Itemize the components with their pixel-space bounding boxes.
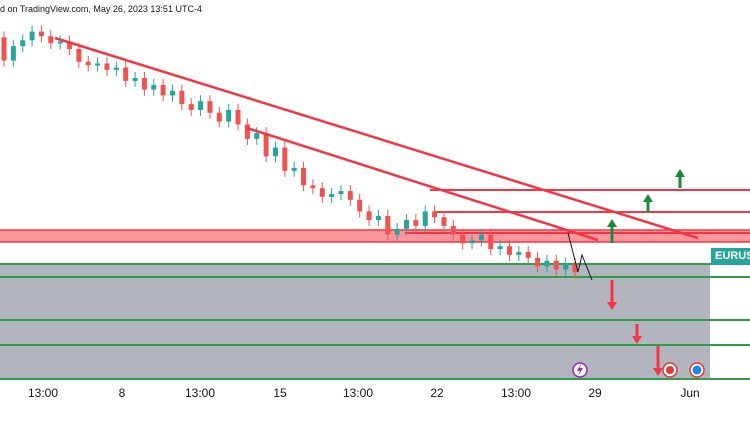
- candle-body: [478, 234, 484, 241]
- candle-body: [198, 101, 204, 110]
- us-flag-fill: [666, 366, 674, 374]
- up-arrow-head: [607, 219, 617, 227]
- candle-body: [67, 41, 73, 49]
- candle-body: [301, 167, 307, 186]
- candle-body: [151, 84, 157, 90]
- candle-body: [48, 36, 54, 44]
- candle-body: [113, 67, 119, 70]
- candle-body: [450, 225, 456, 235]
- projection-path: [567, 232, 593, 281]
- candle-body: [319, 188, 325, 197]
- candle-body: [95, 63, 101, 66]
- candle-body: [525, 252, 531, 258]
- candle-body: [516, 252, 522, 255]
- target-area: [0, 264, 710, 379]
- x-tick-label: 13:00: [343, 386, 373, 400]
- lightning-glyph: [577, 364, 583, 376]
- candle-body: [441, 217, 447, 226]
- candle-body: [506, 246, 512, 255]
- candle-body: [357, 199, 363, 212]
- candle-body: [132, 78, 138, 81]
- x-tick-label: 22: [430, 386, 444, 400]
- eu-flag-fill: [692, 365, 702, 375]
- candle-body: [160, 84, 166, 96]
- candle-body: [226, 109, 232, 122]
- trendline-lower: [246, 126, 599, 242]
- candle-body: [76, 49, 82, 62]
- support-zone: [0, 230, 750, 242]
- up-arrow-head: [643, 194, 653, 202]
- candle-body: [375, 216, 381, 221]
- candle-body: [338, 191, 344, 194]
- candle-body: [272, 147, 278, 157]
- down-arrow-head: [632, 336, 642, 344]
- down-arrow-head: [653, 368, 663, 376]
- candle-body: [404, 220, 410, 229]
- candle-body: [469, 240, 475, 244]
- candle-body: [20, 40, 26, 47]
- candle-body: [497, 246, 503, 250]
- candle-body: [347, 191, 353, 200]
- candle-body: [572, 263, 578, 273]
- candle-body: [188, 104, 194, 110]
- candle-body: [366, 211, 372, 221]
- candle-body: [179, 90, 185, 105]
- candle-body: [254, 133, 260, 139]
- candle-body: [460, 234, 466, 244]
- candle-body: [207, 101, 213, 113]
- candle-body: [263, 133, 269, 157]
- candle-body: [85, 61, 91, 66]
- candle-body: [535, 257, 541, 267]
- symbol-price-label: EURUSD: [711, 248, 750, 265]
- candle-body: [329, 194, 335, 197]
- candle-body: [413, 220, 419, 226]
- candle-body: [10, 46, 16, 61]
- candle-body: [422, 211, 428, 226]
- x-tick-label: Jun: [680, 386, 699, 400]
- candle-body: [310, 185, 316, 189]
- candle-body: [488, 234, 494, 250]
- x-tick-label: 13:00: [501, 386, 531, 400]
- candle-body: [169, 90, 175, 96]
- x-tick-label: 13:00: [185, 386, 215, 400]
- candle-body: [291, 167, 297, 171]
- candle-body: [29, 31, 35, 41]
- candle-body: [1, 37, 7, 61]
- candle-body: [38, 31, 44, 37]
- candle-body: [394, 228, 400, 235]
- candle-body: [385, 216, 391, 235]
- down-arrow-head: [607, 302, 617, 310]
- candle-body: [544, 260, 550, 267]
- candle-body: [123, 67, 129, 81]
- chart-watermark-header: d on TradingView.com, May 26, 2023 13:51…: [0, 4, 202, 14]
- candle-body: [216, 112, 222, 122]
- candle-body: [244, 124, 250, 139]
- candle-body: [553, 260, 559, 270]
- up-arrow-head: [675, 169, 685, 177]
- candle-body: [432, 211, 438, 218]
- x-tick-label: 13:00: [28, 386, 58, 400]
- x-tick-label: 29: [588, 386, 602, 400]
- candle-body: [235, 109, 241, 125]
- candle-body: [141, 78, 147, 90]
- x-tick-label: 8: [119, 386, 126, 400]
- x-tick-label: 15: [273, 386, 287, 400]
- candle-body: [104, 63, 110, 70]
- candle-body: [563, 263, 569, 270]
- candle-body: [282, 147, 288, 171]
- candle-body: [57, 41, 63, 44]
- trendline-upper: [54, 36, 699, 240]
